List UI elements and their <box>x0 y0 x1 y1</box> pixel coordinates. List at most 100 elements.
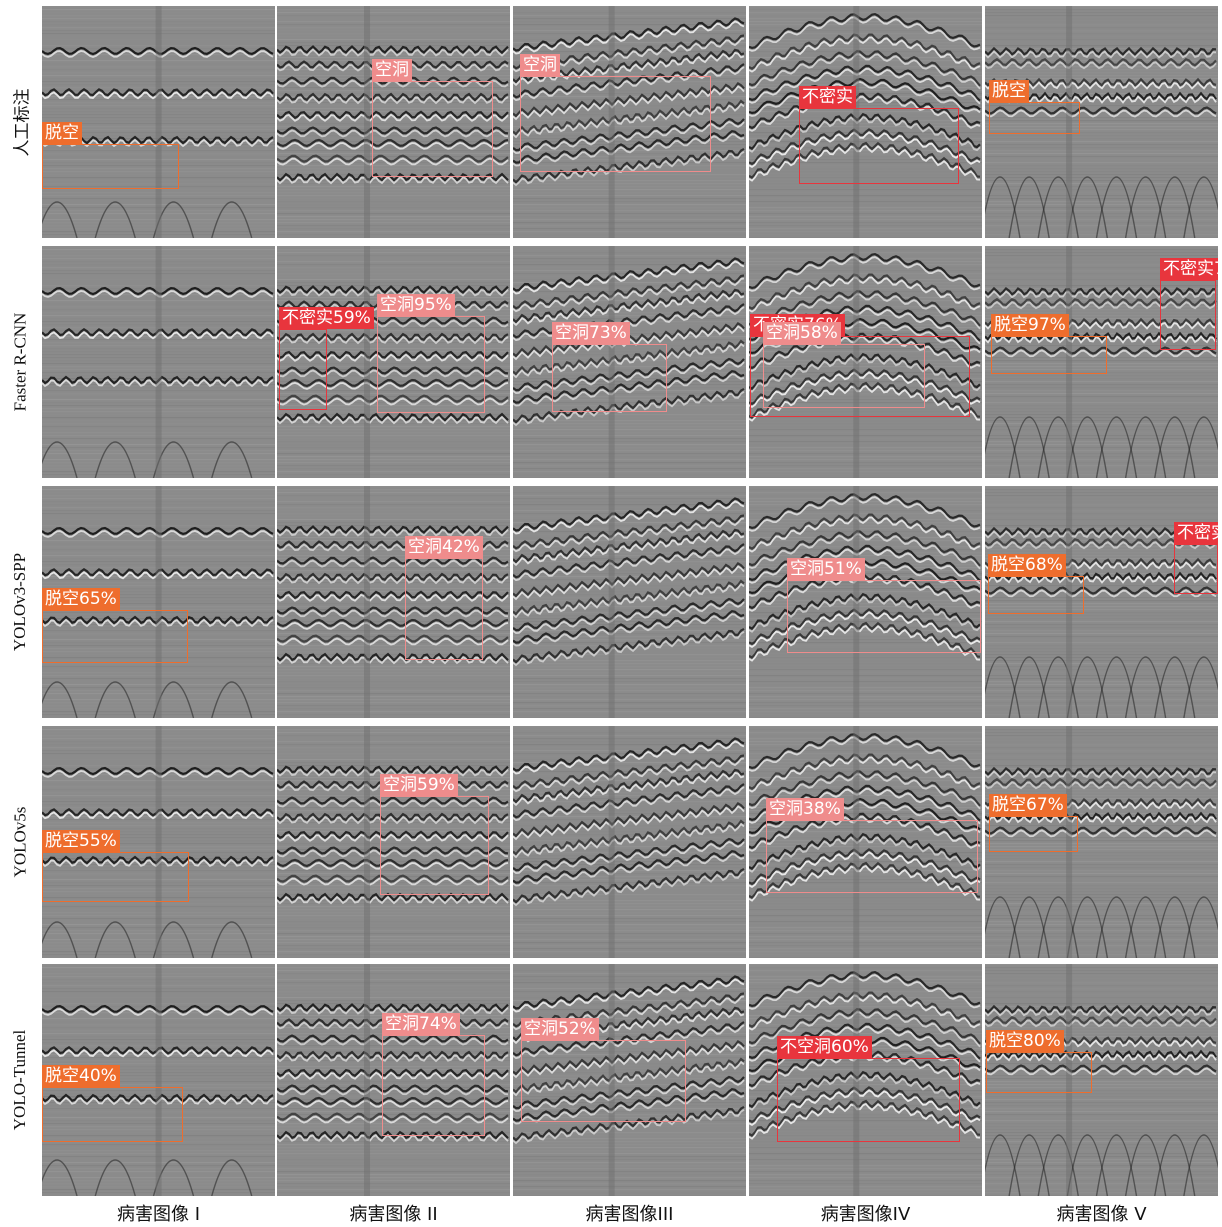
radar-texture <box>985 6 1218 238</box>
radar-texture <box>277 486 510 718</box>
radar-image-panel: 脱空68% 不密实31% <box>985 486 1218 718</box>
radar-image-panel: 空洞 <box>513 6 746 238</box>
detection-label: 空洞38% <box>766 798 844 820</box>
detection-box <box>521 1040 686 1122</box>
detection-box <box>552 344 667 412</box>
radar-image-panel <box>513 486 746 718</box>
radar-texture <box>277 6 510 238</box>
radar-texture <box>513 246 746 478</box>
radar-texture <box>513 486 746 718</box>
detection-box <box>989 816 1078 852</box>
detection-label: 脱空40% <box>42 1065 120 1087</box>
detection-label: 空洞52% <box>521 1018 599 1040</box>
radar-texture <box>749 6 982 238</box>
detection-box <box>520 76 711 172</box>
radar-texture <box>749 726 982 958</box>
detection-label: 空洞59% <box>380 774 458 796</box>
radar-texture <box>42 726 275 958</box>
radar-image-panel: 不空洞60% <box>749 964 982 1196</box>
radar-texture <box>985 246 1218 478</box>
radar-texture <box>985 726 1218 958</box>
row-label-text: YOLO-Tunnel <box>10 1029 29 1131</box>
radar-texture <box>277 726 510 958</box>
radar-image-panel: 空洞59% <box>277 726 510 958</box>
radar-texture <box>277 246 510 478</box>
detection-box <box>777 1058 960 1142</box>
radar-texture <box>513 726 746 958</box>
radar-image-panel: 脱空80% <box>985 964 1218 1196</box>
row-label: YOLOv3-SPP <box>0 486 40 718</box>
row-label: 人工标注 <box>0 6 40 238</box>
column-label: 病害图像IV <box>820 1204 911 1225</box>
detection-box <box>766 820 978 893</box>
radar-image-panel <box>42 246 275 478</box>
detection-label: 不密实31% <box>1174 522 1218 544</box>
radar-texture <box>277 964 510 1196</box>
detection-label: 空洞73% <box>552 322 630 344</box>
detection-label: 空洞58% <box>763 322 841 344</box>
detection-box <box>1174 544 1218 594</box>
detection-label: 脱空 <box>989 80 1029 102</box>
detection-box <box>1160 280 1216 350</box>
detection-label: 脱空55% <box>42 830 120 852</box>
radar-image-panel: 不密实76%空洞58% <box>749 246 982 478</box>
radar-image-panel: 脱空 <box>985 6 1218 238</box>
detection-box <box>991 336 1107 374</box>
detection-box <box>763 344 925 408</box>
radar-image-panel: 脱空97% 不密实78% <box>985 246 1218 478</box>
detection-label: 空洞95% <box>377 294 455 316</box>
radar-image-panel: 脱空40% <box>42 964 275 1196</box>
row-label-text: YOLOv3-SPP <box>10 552 29 652</box>
detection-label: 空洞42% <box>405 536 483 558</box>
detection-label: 不空洞60% <box>777 1036 872 1058</box>
detection-box <box>988 576 1084 614</box>
detection-box <box>372 81 493 177</box>
detection-box <box>799 108 959 184</box>
radar-image-panel: 空洞38% <box>749 726 982 958</box>
radar-texture <box>42 486 275 718</box>
detection-label: 不密实59% <box>279 307 374 329</box>
detection-label: 脱空 <box>42 122 82 144</box>
radar-texture <box>985 964 1218 1196</box>
row-label-text: YOLOv5s <box>10 806 29 878</box>
detection-label: 不密实 <box>799 86 856 108</box>
detection-label: 脱空68% <box>988 554 1066 576</box>
detection-label: 不密实78% <box>1160 258 1218 280</box>
radar-texture <box>749 246 982 478</box>
radar-texture <box>513 964 746 1196</box>
detection-label: 空洞51% <box>787 558 865 580</box>
row-label: YOLOv5s <box>0 726 40 958</box>
detection-box <box>42 144 179 189</box>
detection-label: 脱空67% <box>989 794 1067 816</box>
radar-texture <box>985 486 1218 718</box>
detection-box <box>42 610 188 663</box>
detection-box <box>279 329 327 410</box>
detection-box <box>380 796 489 895</box>
radar-image-panel: 空洞74% <box>277 964 510 1196</box>
radar-texture <box>42 6 275 238</box>
column-label: 病害图像 I <box>116 1204 201 1225</box>
detection-label: 空洞 <box>372 59 412 81</box>
radar-texture <box>42 964 275 1196</box>
radar-image-panel: 不密实59% 空洞95% <box>277 246 510 478</box>
detection-label: 脱空65% <box>42 588 120 610</box>
column-label: 病害图像 II <box>349 1204 438 1225</box>
radar-image-panel: 脱空67% <box>985 726 1218 958</box>
radar-image-panel: 脱空65% <box>42 486 275 718</box>
column-label: 病害图像III <box>585 1204 674 1225</box>
detection-box <box>377 316 485 413</box>
row-label: Faster R-CNN <box>0 246 40 478</box>
radar-image-panel: 脱空 <box>42 6 275 238</box>
detection-box <box>42 1087 183 1142</box>
detection-label: 脱空80% <box>986 1030 1064 1052</box>
row-label-text: Faster R-CNN <box>10 312 30 412</box>
detection-box <box>382 1035 485 1136</box>
column-label: 病害图像 V <box>1056 1204 1147 1225</box>
radar-image-panel: 不密实 <box>749 6 982 238</box>
detection-box <box>986 1052 1092 1093</box>
row-label: YOLO-Tunnel <box>0 964 40 1196</box>
detection-label: 脱空97% <box>991 314 1069 336</box>
radar-image-panel: 脱空55% <box>42 726 275 958</box>
row-label-text: 人工标注 <box>12 88 32 156</box>
